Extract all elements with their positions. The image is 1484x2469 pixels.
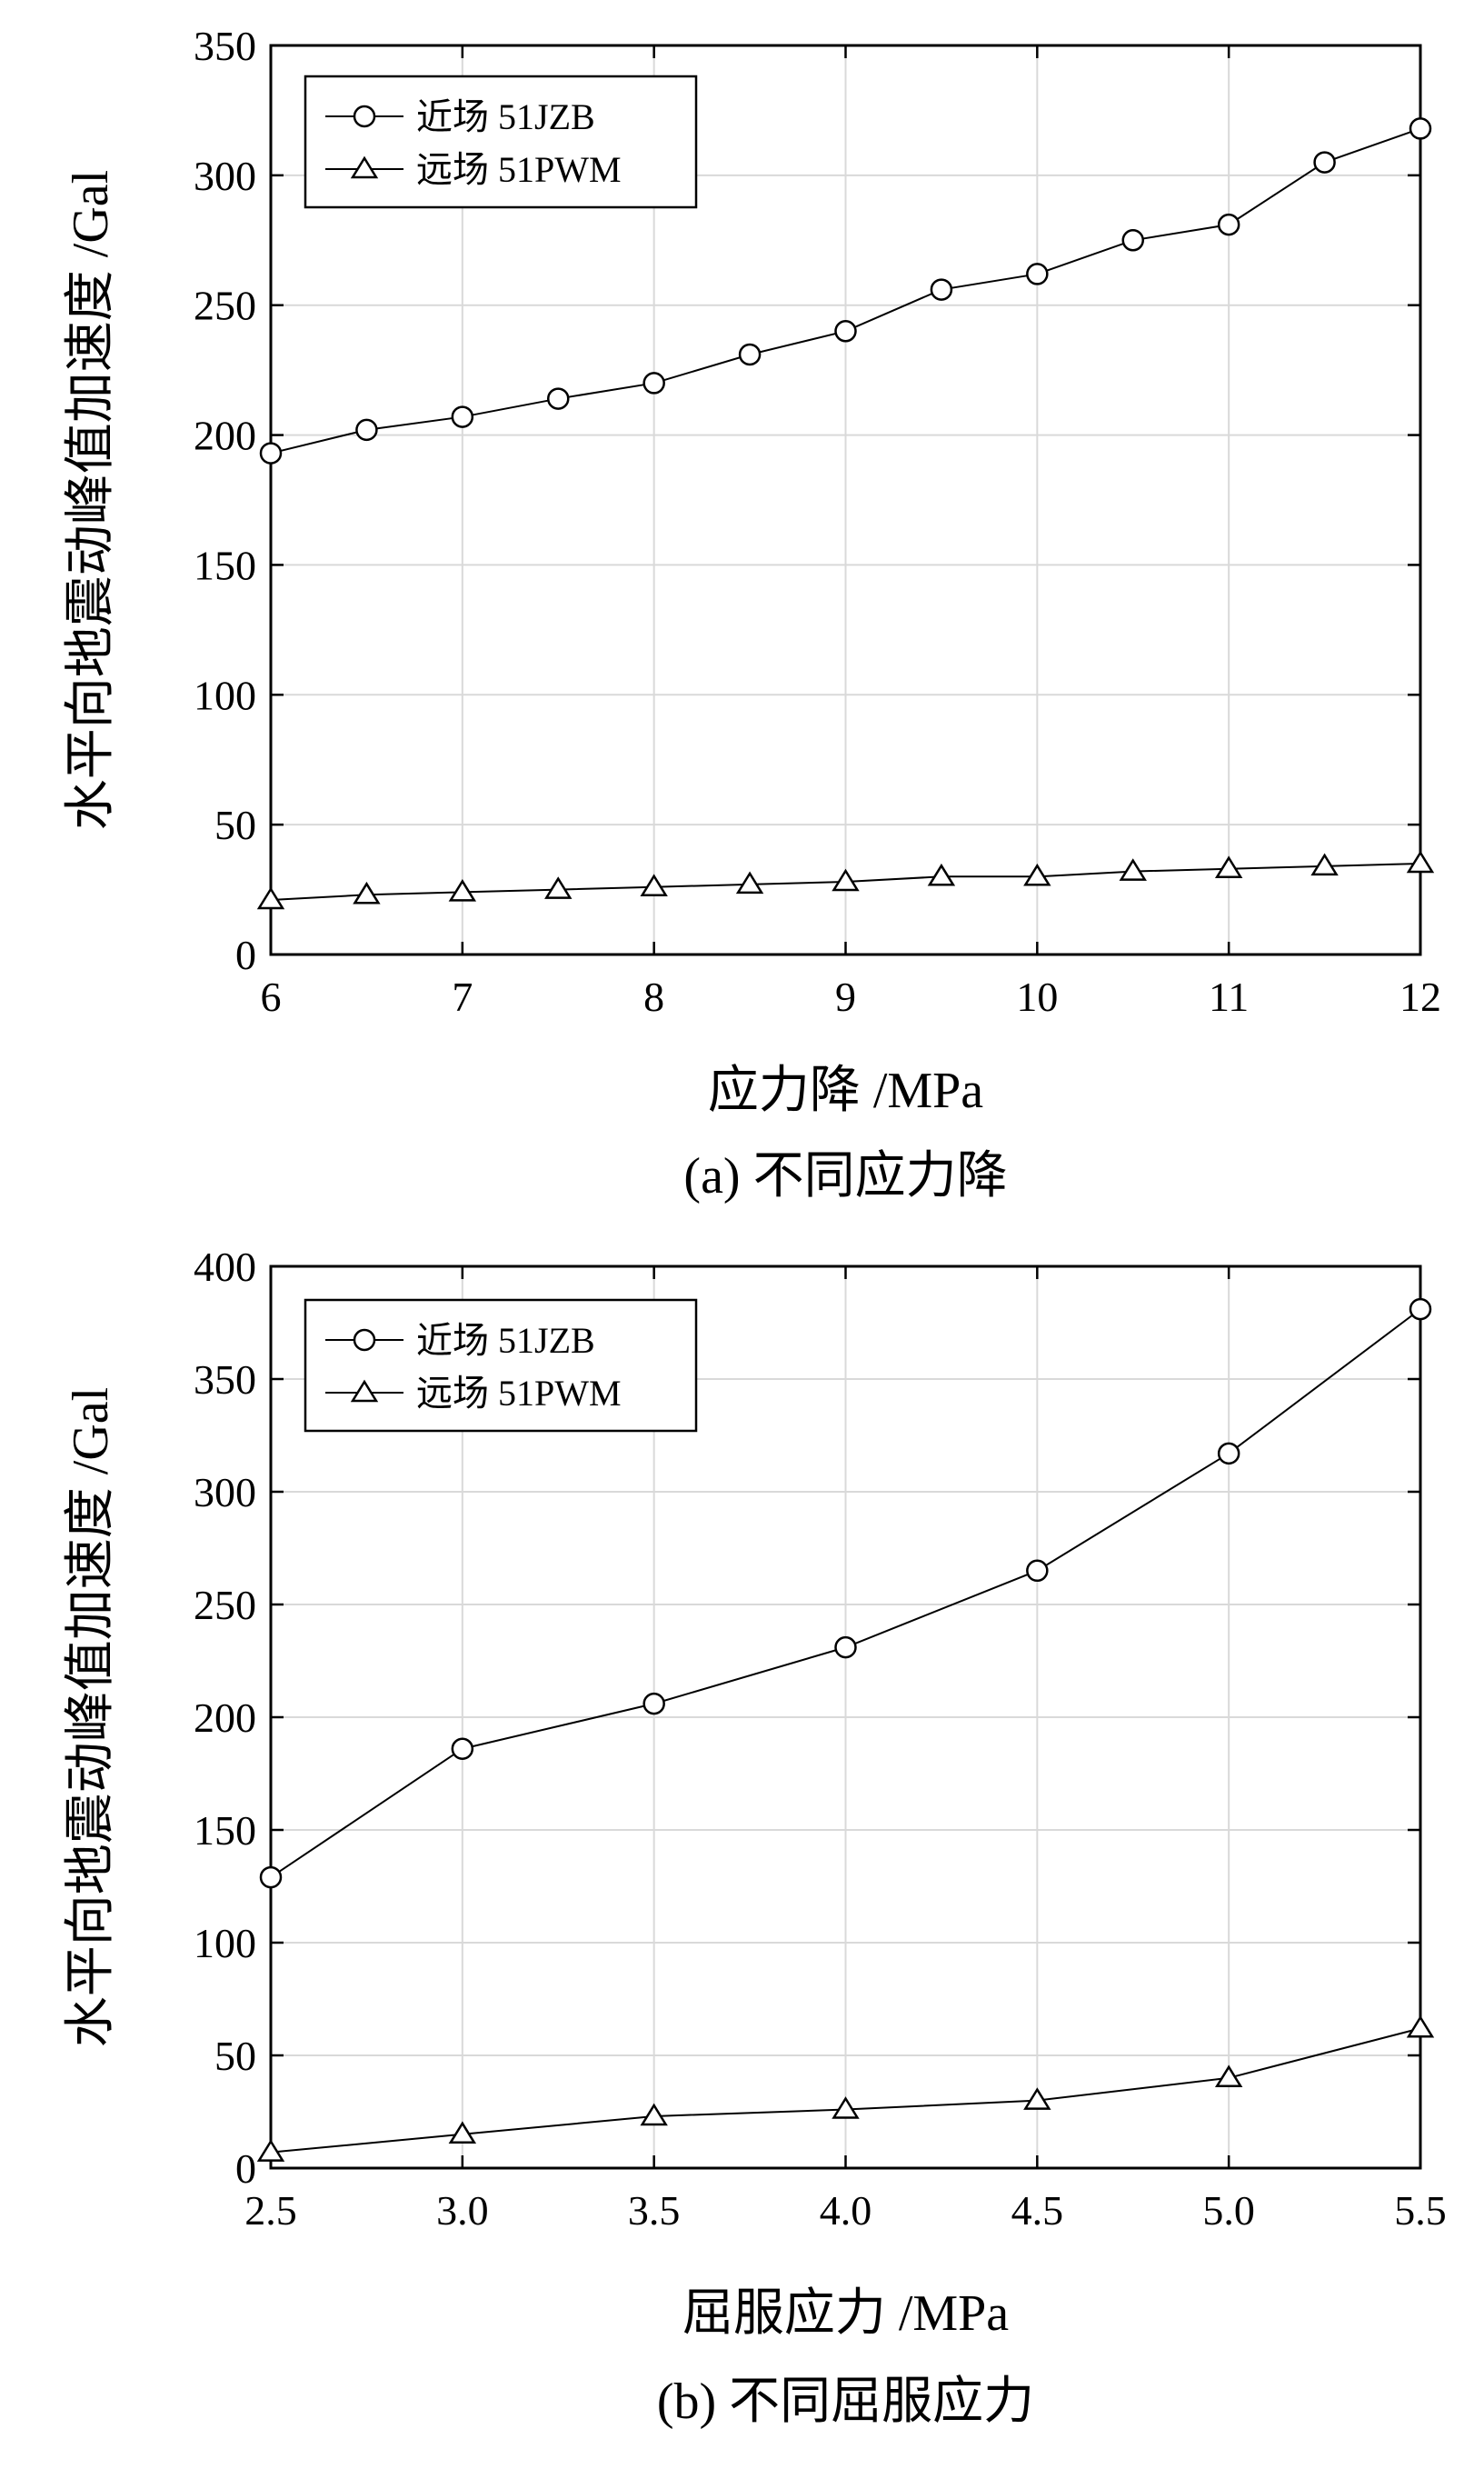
data-point: [930, 278, 953, 301]
x-tick-label: 8: [643, 974, 664, 1020]
data-point: [1409, 1297, 1432, 1321]
legend-marker: [350, 155, 379, 179]
data-point: [1026, 263, 1049, 285]
data-point: [448, 2121, 477, 2144]
chart-b: 2.5 3.0 3.5 4.0 4.5 5.0 5.5 0 50 100 150 200 250 300 3…: [63, 1244, 1447, 2430]
data-point: [256, 886, 285, 910]
data-point: [256, 2139, 285, 2162]
data-point: [259, 442, 283, 465]
data-point: [1217, 1442, 1240, 1465]
legend-label: 远场 51PWM: [416, 149, 622, 190]
legend-box: [304, 75, 698, 209]
data-point: [735, 871, 764, 895]
data-point: [738, 343, 762, 366]
chart-caption: (a) 不同应力降: [683, 1148, 1007, 1205]
data-point: [1023, 2087, 1051, 2110]
y-axis-label: 水平向地震动峰值加速度 /Gal: [63, 170, 119, 830]
data-point: [451, 405, 474, 428]
y-tick-label: 0: [235, 932, 256, 978]
y-tick-label: 300: [194, 1469, 256, 1515]
data-point: [259, 1865, 283, 1889]
y-tick-label: 300: [194, 153, 256, 199]
y-tick-label: 400: [194, 1244, 256, 1290]
data-point: [834, 1635, 857, 1659]
data-point: [1406, 2014, 1435, 2038]
legend-label: 近场 51JZB: [416, 1320, 595, 1361]
data-point: [1023, 863, 1051, 886]
data-point: [353, 881, 381, 905]
data-point: [1214, 2064, 1243, 2088]
y-tick-label: 350: [194, 1356, 256, 1403]
x-tick-label: 7: [452, 974, 473, 1020]
series-far-field: [256, 850, 1435, 910]
chart-caption: (b) 不同屈服应力: [657, 2374, 1034, 2430]
data-point: [1119, 858, 1147, 881]
y-tick-label: 150: [194, 542, 256, 588]
x-tick-label: 3.5: [628, 2187, 681, 2234]
x-tick-label: 6: [261, 974, 282, 1020]
y-tick-label: 50: [214, 2033, 256, 2079]
data-point: [1409, 117, 1432, 140]
legend-label: 近场 51JZB: [416, 96, 595, 137]
x-tick-label: 10: [1016, 974, 1058, 1020]
y-tick-label: 0: [235, 2145, 256, 2192]
y-tick-label: 200: [194, 1694, 256, 1741]
data-point: [1214, 855, 1243, 878]
x-tick-label: 9: [835, 974, 856, 1020]
data-point: [640, 874, 668, 896]
data-point: [834, 320, 857, 343]
y-tick-label: 100: [194, 1920, 256, 1966]
y-tick-label: 250: [194, 1582, 256, 1628]
data-point: [1406, 850, 1435, 874]
series-near-field: [259, 117, 1432, 465]
legend-label: 远场 51PWM: [416, 1373, 622, 1414]
chart-a: 6 7 8 9 10 11 12 0 50 100 150 200 250 300 350 应力降 /MPa 水…: [63, 23, 1441, 1205]
x-tick-label: 2.5: [244, 2187, 297, 2234]
legend: 近场 51JZB 远场 51PWM: [304, 1298, 698, 1433]
y-tick-label: 350: [194, 23, 256, 69]
data-point: [832, 2096, 860, 2119]
data-point: [544, 876, 573, 899]
y-tick-label: 150: [194, 1807, 256, 1854]
data-point: [832, 868, 860, 892]
series-near-field: [259, 1297, 1432, 1889]
data-point: [642, 372, 665, 395]
y-tick-label: 200: [194, 413, 256, 459]
y-tick-label: 50: [214, 802, 256, 848]
y-tick-label: 100: [194, 672, 256, 718]
data-point: [1313, 151, 1336, 174]
legend-marker: [353, 1328, 376, 1352]
legend-box: [304, 1298, 698, 1433]
x-tick-label: 12: [1399, 974, 1441, 1020]
x-axis-label: 屈服应力 /MPa: [682, 2285, 1009, 2342]
data-point: [547, 387, 570, 410]
legend-marker: [353, 105, 376, 128]
data-point: [1217, 213, 1240, 236]
x-tick-label: 11: [1209, 974, 1249, 1020]
data-point: [640, 2103, 668, 2126]
data-point: [1121, 229, 1144, 252]
data-point: [448, 879, 477, 902]
y-axis-label: 水平向地震动峰值加速度 /Gal: [63, 1387, 119, 2047]
x-axis-label: 应力降 /MPa: [708, 1063, 983, 1119]
x-tick-label: 5.5: [1394, 2187, 1447, 2234]
y-tick-label: 250: [194, 283, 256, 329]
data-point: [1026, 1559, 1049, 1583]
data-point: [355, 418, 378, 442]
x-tick-label: 3.0: [436, 2187, 489, 2234]
data-point: [642, 1692, 665, 1715]
legend: 近场 51JZB 远场 51PWM: [304, 75, 698, 209]
x-tick-label: 4.5: [1011, 2187, 1064, 2234]
legend-marker: [350, 1379, 379, 1403]
data-point: [1310, 853, 1339, 876]
x-tick-label: 5.0: [1202, 2187, 1255, 2234]
data-point: [927, 863, 956, 886]
series-far-field: [256, 2014, 1435, 2162]
x-tick-label: 4.0: [820, 2187, 872, 2234]
data-point: [451, 1737, 474, 1760]
